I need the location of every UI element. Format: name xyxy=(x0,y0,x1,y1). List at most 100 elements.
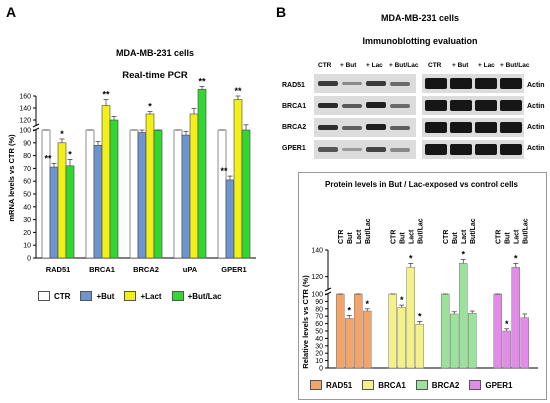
legend-label: BRCA2 xyxy=(431,380,460,390)
bar xyxy=(41,129,51,259)
panel-a-legend: CTR +But +Lact +But/Lac xyxy=(38,291,232,301)
blot-gper1 xyxy=(314,140,416,159)
y-tick-label: 30 xyxy=(315,343,323,350)
blot-actin-2 xyxy=(422,96,524,115)
category-label: But/Lac xyxy=(522,218,529,244)
y-tick-label: 0 xyxy=(27,256,31,263)
blot-label-actin-3: Actin xyxy=(527,124,545,131)
category-label: But/Lac xyxy=(365,218,372,244)
bar xyxy=(189,113,199,259)
axis-break-mark xyxy=(32,123,40,128)
blot-label-gper1: GPER1 xyxy=(282,145,306,152)
significance-label: * xyxy=(461,249,465,259)
blot-actin-3 xyxy=(422,118,524,137)
pcr-bar-chart: 0 10 20 30 40 50 60 70 80 90 100 120 140 160 mRNA leve… xyxy=(7,76,256,274)
legend-swatch xyxy=(124,291,137,301)
bar xyxy=(363,310,372,369)
category-label: But/Lac xyxy=(470,218,477,244)
legend-label: CTR xyxy=(54,291,71,301)
significance-label: * xyxy=(409,253,413,263)
y-axis-label: Relative levels vs CTR (%) xyxy=(301,275,310,369)
legend-item-butlac: +But/Lac xyxy=(171,291,222,301)
category-label: Lact xyxy=(408,229,415,244)
y-tick-label: 120 xyxy=(311,274,323,281)
panel-b-letter: B xyxy=(276,4,287,20)
bar xyxy=(129,129,139,259)
lane-header-but: + But xyxy=(340,62,357,69)
legend-label: RAD51 xyxy=(326,380,353,390)
category-label: But xyxy=(504,232,511,244)
category-label: CTR xyxy=(443,230,450,244)
bar xyxy=(217,129,227,259)
legend-item-brca1: BRCA1 xyxy=(362,380,406,390)
y-tick-label: 10 xyxy=(23,243,31,250)
category-label: CTR xyxy=(338,230,345,244)
bar xyxy=(101,105,111,259)
bar xyxy=(493,293,502,369)
category-label: Lact xyxy=(513,229,520,244)
category-label: Lact xyxy=(356,229,363,244)
category-label: Lact xyxy=(461,229,468,244)
axis-break-mark xyxy=(324,287,332,292)
bar xyxy=(65,165,75,259)
y-tick-label: 30 xyxy=(23,217,31,224)
blot-brca2 xyxy=(314,118,416,137)
significance-label: * xyxy=(347,305,351,315)
category-label: But xyxy=(452,232,459,244)
significance-label: * xyxy=(148,102,152,112)
blot-label-rad51: RAD51 xyxy=(282,82,305,89)
x-tick-label: RAD51 xyxy=(46,265,71,274)
bar xyxy=(520,317,529,369)
legend-label: BRCA1 xyxy=(378,380,406,390)
bar xyxy=(336,293,345,369)
category-label: But/Lac xyxy=(417,218,424,244)
bar xyxy=(197,89,207,259)
bar xyxy=(441,293,450,369)
y-tick-label: 50 xyxy=(23,192,31,199)
bar xyxy=(173,129,183,259)
significance-label: * xyxy=(365,299,369,309)
y-tick-label: 90 xyxy=(315,299,323,306)
blot-label-actin-2: Actin xyxy=(527,103,545,110)
bar xyxy=(415,324,424,369)
legend-item-but: +But xyxy=(80,291,114,301)
legend-item-brca2: BRCA2 xyxy=(415,380,460,390)
bar xyxy=(181,134,191,259)
y-tick-label: 60 xyxy=(315,321,323,328)
bar xyxy=(145,113,155,259)
x-tick-label: uPA xyxy=(183,265,198,274)
y-tick-label: 10 xyxy=(315,358,323,365)
legend-swatch xyxy=(469,380,482,390)
lane-header-but-2: + But xyxy=(452,62,469,69)
bar xyxy=(85,129,95,259)
significance-label: ** xyxy=(220,166,228,176)
bar xyxy=(468,312,477,369)
significance-label: * xyxy=(400,295,404,305)
lane-header-lac-2: + Lac xyxy=(478,62,495,69)
significance-label: * xyxy=(418,311,422,321)
legend-item-rad51: RAD51 xyxy=(310,380,352,390)
bar xyxy=(137,132,147,259)
bar xyxy=(49,166,59,259)
significance-label: * xyxy=(60,129,64,139)
lane-header-ctr: CTR xyxy=(318,62,332,69)
blot-label-actin-1: Actin xyxy=(527,82,545,89)
panel-a-letter: A xyxy=(6,4,17,20)
lane-header-butlac-2: + But/Lac xyxy=(500,62,530,69)
bar xyxy=(511,267,520,369)
legend-swatch xyxy=(362,380,375,390)
legend-item-lact: +Lact xyxy=(124,291,162,301)
y-tick-label: 50 xyxy=(315,329,323,336)
bar xyxy=(57,142,67,259)
y-tick-label: 20 xyxy=(315,351,323,358)
legend-item-gper1: GPER1 xyxy=(469,380,512,390)
y-tick-label: 70 xyxy=(315,314,323,321)
y-tick-label: 140 xyxy=(311,248,323,255)
y-tick-label: 80 xyxy=(23,153,31,160)
bar xyxy=(241,129,251,259)
legend-swatch xyxy=(310,380,322,390)
legend-swatch xyxy=(38,291,50,301)
bar xyxy=(109,119,119,259)
bar xyxy=(397,307,406,369)
